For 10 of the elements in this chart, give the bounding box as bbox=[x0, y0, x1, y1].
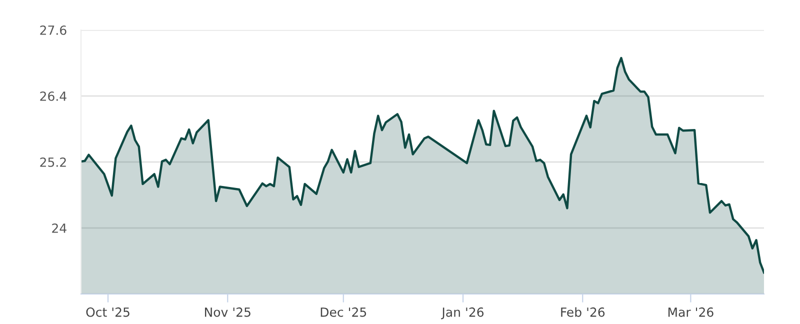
y-tick-label: 25.2 bbox=[40, 157, 66, 167]
y-tick-label: 26.4 bbox=[40, 91, 66, 101]
x-tick-label: Jan '26 bbox=[441, 307, 484, 320]
x-tick-label: Feb '26 bbox=[561, 307, 605, 317]
x-tick-label: Mar '26 bbox=[668, 307, 714, 317]
y-tick-label: 24 bbox=[52, 223, 66, 233]
x-tick-label: Oct '25 bbox=[86, 307, 130, 317]
x-tick-label: Nov '25 bbox=[205, 307, 250, 317]
x-tick-label: Dec '25 bbox=[320, 307, 366, 317]
y-tick-label: 27.6 bbox=[40, 25, 66, 35]
